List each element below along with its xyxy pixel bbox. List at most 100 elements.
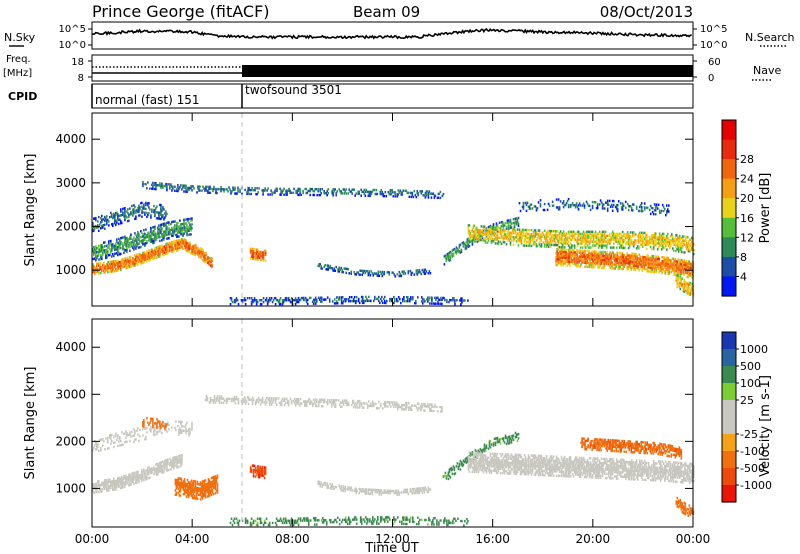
- scatter-cell: [163, 208, 165, 211]
- scatter-cell: [433, 194, 436, 197]
- scatter-cell: [463, 242, 466, 245]
- scatter-cell: [509, 218, 512, 222]
- scatter-cell: [274, 297, 277, 300]
- scatter-cell: [672, 261, 675, 264]
- scatter-cell: [172, 228, 174, 231]
- scatter-cell: [111, 243, 113, 246]
- scatter-cell: [105, 219, 107, 222]
- scatter-cell: [515, 221, 518, 224]
- scatter-cell: [579, 242, 582, 245]
- scatter-cell: [265, 299, 268, 302]
- scatter-cell: [654, 261, 656, 264]
- scatter-cell: [612, 253, 614, 256]
- scatter-cell: [332, 188, 334, 191]
- scatter-cell: [567, 230, 570, 233]
- scatter-cell: [650, 247, 653, 251]
- scatter-cell: [163, 230, 165, 233]
- scatter-cell: [622, 263, 624, 267]
- scatter-cell: [667, 256, 670, 260]
- scatter-cell: [104, 227, 106, 230]
- scatter-cell: [361, 269, 363, 273]
- scatter-cell: [496, 228, 499, 231]
- scatter-cell: [487, 239, 490, 242]
- scatter-cell: [562, 242, 565, 245]
- scatter-cell: [138, 260, 140, 264]
- scatter-cell: [658, 211, 661, 214]
- scatter-cell: [382, 272, 385, 276]
- scatter-cell: [125, 259, 127, 262]
- scatter-cell: [209, 263, 211, 267]
- scatter-cell: [646, 235, 649, 239]
- scatter-cell: [510, 226, 513, 229]
- scatter-cell: [112, 480, 114, 483]
- scatter-cell: [142, 239, 144, 242]
- scatter-cell: [441, 302, 443, 306]
- scatter-cell: [176, 187, 178, 191]
- scatter-cell: [348, 272, 350, 275]
- scatter-cell: [629, 239, 632, 242]
- scatter-cell: [517, 240, 520, 243]
- scatter-cell: [186, 241, 188, 245]
- scatter-cell: [251, 253, 254, 256]
- scatter-cell: [603, 238, 606, 241]
- scatter-cell: [368, 192, 371, 196]
- scatter-cell: [645, 260, 647, 263]
- scatter-cell: [582, 255, 584, 258]
- scatter-cell: [213, 185, 215, 189]
- scatter-cell: [188, 481, 191, 484]
- scatter-cell: [108, 240, 110, 243]
- scatter-cell: [191, 217, 193, 220]
- scatter-cell: [154, 210, 156, 214]
- scatter-cell: [101, 265, 103, 269]
- scatter-cell: [315, 300, 318, 303]
- scatter-cell: [593, 244, 596, 247]
- scatter-cell: [262, 259, 265, 262]
- scatter-cell: [281, 189, 283, 192]
- scatter-cell: [537, 233, 540, 236]
- scatter-cell: [120, 222, 122, 225]
- scatter-cell: [136, 241, 138, 244]
- scatter-cell: [689, 266, 692, 269]
- scatter-cell: [658, 209, 661, 212]
- scatter-cell: [617, 257, 619, 260]
- scatter-cell: [165, 214, 167, 217]
- scatter-cell: [98, 490, 100, 494]
- scatter-cell: [563, 246, 566, 249]
- scatter-cell: [391, 297, 393, 301]
- scatter-cell: [158, 255, 160, 258]
- scatter-cell: [92, 221, 94, 225]
- scatter-cell: [112, 270, 114, 273]
- scatter-cell: [590, 236, 593, 239]
- scatter-cell: [190, 247, 192, 251]
- scatter-cell: [586, 255, 588, 259]
- scatter-cell: [557, 252, 559, 255]
- scatter-cell: [298, 187, 300, 191]
- scatter-cell: [516, 232, 519, 235]
- scatter-cell: [517, 216, 520, 220]
- scatter-cell: [134, 254, 136, 257]
- scatter-cell: [565, 258, 567, 261]
- scatter-cell: [571, 232, 574, 235]
- scatter-cell: [114, 248, 116, 251]
- scatter-cell: [625, 234, 628, 238]
- scatter-cell: [568, 262, 570, 265]
- scatter-cell: [112, 253, 114, 256]
- scatter-cell: [504, 222, 507, 225]
- scatter-cell: [191, 496, 194, 500]
- scatter-cell: [553, 243, 556, 247]
- scatter-cell: [629, 243, 632, 246]
- scatter-cell: [445, 255, 448, 259]
- scatter-cell: [647, 262, 649, 265]
- scatter-cell: [124, 259, 126, 262]
- scatter-cell: [472, 236, 475, 239]
- scatter-cell: [590, 252, 592, 255]
- scatter-cell: [176, 221, 178, 225]
- scatter-cell: [657, 240, 660, 243]
- scatter-cell: [684, 283, 687, 286]
- scatter-cell: [587, 240, 590, 243]
- scatter-cell: [616, 242, 619, 245]
- scatter-cell: [183, 218, 185, 222]
- scatter-cell: [622, 265, 624, 269]
- scatter-cell: [589, 208, 592, 212]
- scatter-cell: [98, 264, 100, 267]
